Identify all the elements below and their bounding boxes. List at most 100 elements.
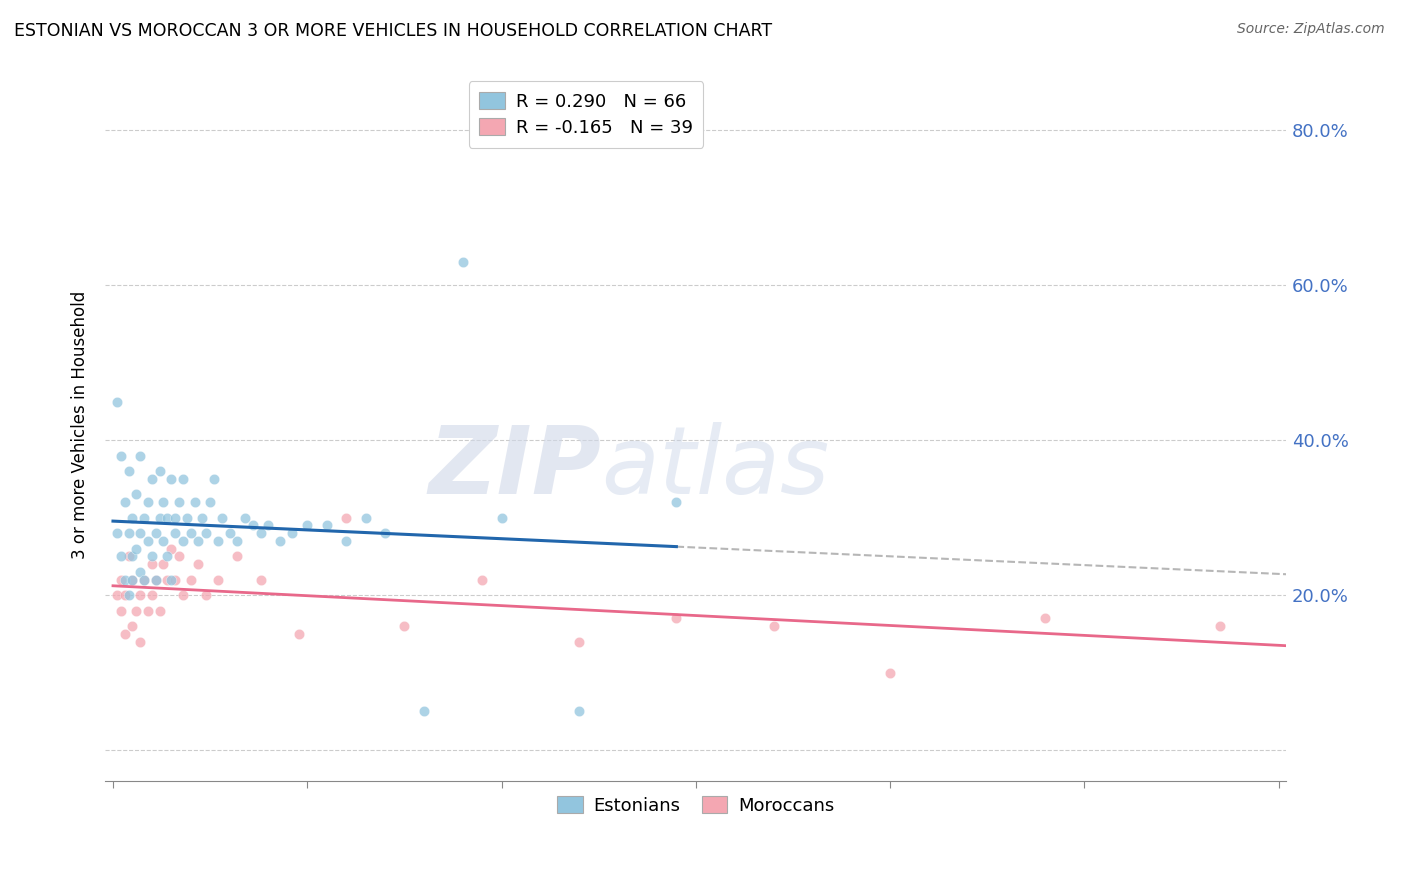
Point: [136, 533, 159, 548]
Point: [172, 533, 194, 548]
Point: [665, 495, 688, 509]
Point: [105, 394, 128, 409]
Point: [141, 549, 163, 564]
Point: [141, 588, 163, 602]
Point: [105, 526, 128, 541]
Point: [160, 573, 183, 587]
Point: [145, 573, 167, 587]
Point: [269, 533, 291, 548]
Legend: Estonians, Moroccans: Estonians, Moroccans: [547, 785, 845, 825]
Point: [297, 518, 319, 533]
Point: [129, 634, 152, 648]
Point: [132, 510, 155, 524]
Point: [105, 588, 128, 602]
Point: [568, 634, 591, 648]
Point: [288, 627, 311, 641]
Point: [176, 510, 198, 524]
Point: [172, 588, 194, 602]
Point: [198, 495, 221, 509]
Point: [117, 549, 139, 564]
Point: [165, 573, 187, 587]
Point: [132, 573, 155, 587]
Point: [226, 533, 249, 548]
Point: [149, 604, 172, 618]
Point: [451, 255, 474, 269]
Point: [136, 495, 159, 509]
Point: [125, 541, 148, 556]
Point: [129, 588, 152, 602]
Point: [129, 565, 152, 579]
Point: [226, 549, 249, 564]
Point: [183, 495, 205, 509]
Point: [249, 526, 271, 541]
Point: [125, 604, 148, 618]
Point: [207, 533, 229, 548]
Point: [665, 611, 688, 625]
Point: [121, 510, 143, 524]
Point: [879, 665, 901, 680]
Point: [280, 526, 302, 541]
Point: [117, 588, 139, 602]
Point: [762, 619, 785, 633]
Y-axis label: 3 or more Vehicles in Household: 3 or more Vehicles in Household: [72, 291, 89, 559]
Point: [110, 573, 132, 587]
Point: [249, 573, 271, 587]
Point: [412, 704, 434, 718]
Point: [110, 449, 132, 463]
Point: [156, 549, 179, 564]
Point: [141, 557, 163, 571]
Point: [568, 704, 591, 718]
Point: [195, 588, 218, 602]
Point: [180, 526, 202, 541]
Text: ESTONIAN VS MOROCCAN 3 OR MORE VEHICLES IN HOUSEHOLD CORRELATION CHART: ESTONIAN VS MOROCCAN 3 OR MORE VEHICLES …: [14, 22, 772, 40]
Point: [129, 526, 152, 541]
Point: [202, 472, 225, 486]
Point: [121, 619, 143, 633]
Point: [207, 573, 229, 587]
Point: [121, 549, 143, 564]
Point: [114, 588, 136, 602]
Point: [141, 472, 163, 486]
Point: [335, 533, 357, 548]
Point: [110, 549, 132, 564]
Point: [233, 510, 256, 524]
Point: [211, 510, 233, 524]
Point: [218, 526, 240, 541]
Point: [114, 573, 136, 587]
Point: [149, 510, 172, 524]
Point: [152, 557, 174, 571]
Point: [242, 518, 264, 533]
Point: [129, 449, 152, 463]
Point: [335, 510, 357, 524]
Point: [491, 510, 513, 524]
Point: [156, 510, 179, 524]
Point: [156, 573, 179, 587]
Point: [114, 495, 136, 509]
Point: [394, 619, 416, 633]
Point: [165, 526, 187, 541]
Text: Source: ZipAtlas.com: Source: ZipAtlas.com: [1237, 22, 1385, 37]
Point: [114, 627, 136, 641]
Point: [145, 526, 167, 541]
Text: atlas: atlas: [602, 422, 830, 513]
Point: [257, 518, 280, 533]
Point: [471, 573, 494, 587]
Point: [1035, 611, 1057, 625]
Point: [160, 541, 183, 556]
Point: [149, 464, 172, 478]
Point: [187, 533, 209, 548]
Point: [195, 526, 218, 541]
Point: [117, 464, 139, 478]
Point: [152, 533, 174, 548]
Point: [167, 495, 190, 509]
Point: [374, 526, 396, 541]
Text: ZIP: ZIP: [429, 422, 602, 514]
Point: [152, 495, 174, 509]
Point: [136, 604, 159, 618]
Point: [172, 472, 194, 486]
Point: [180, 573, 202, 587]
Point: [167, 549, 190, 564]
Point: [121, 573, 143, 587]
Point: [121, 573, 143, 587]
Point: [110, 604, 132, 618]
